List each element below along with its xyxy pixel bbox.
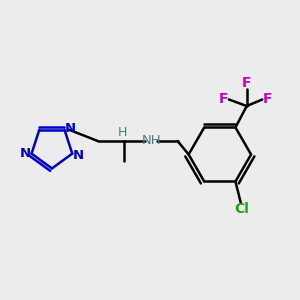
Text: H: H [118, 126, 127, 139]
Text: N: N [73, 148, 84, 162]
Text: F: F [219, 92, 228, 106]
Text: NH: NH [141, 134, 161, 147]
Text: F: F [263, 92, 272, 106]
Text: N: N [20, 147, 31, 160]
Text: Cl: Cl [235, 202, 249, 216]
Text: N: N [65, 122, 76, 135]
Text: F: F [242, 76, 251, 90]
